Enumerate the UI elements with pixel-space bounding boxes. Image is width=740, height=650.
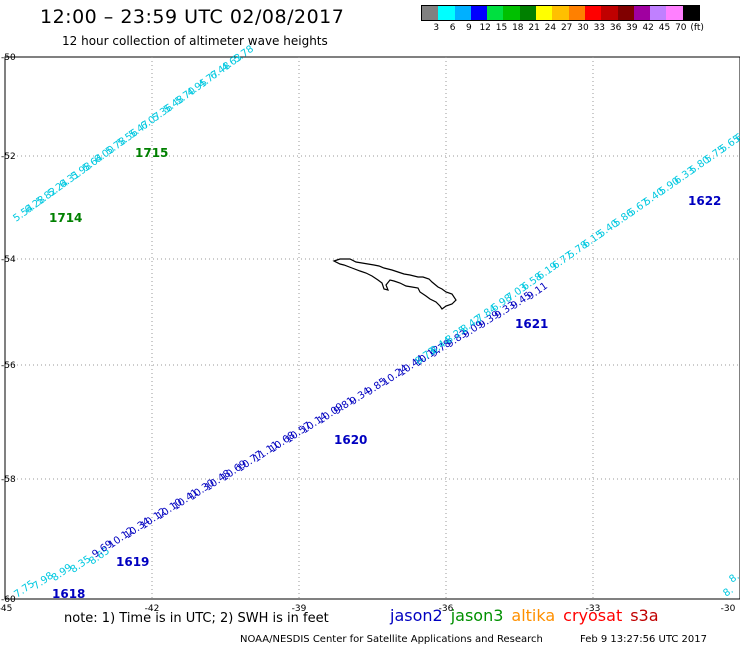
- colorbar-cell: [503, 6, 520, 20]
- colorbar-cell: [552, 6, 569, 20]
- colorbar-label: 70: [675, 23, 687, 33]
- colorbar-label: 15: [495, 23, 508, 33]
- colorbar-cell: [633, 6, 651, 20]
- swh-value-label: 6.5: [733, 126, 740, 144]
- colorbar-label: 21: [528, 23, 540, 33]
- colorbar-label: 18: [512, 23, 524, 33]
- grid-lines: [5, 57, 740, 599]
- legend-s3a: s3a: [630, 606, 659, 625]
- pass-time-label: 1618: [52, 587, 85, 601]
- colorbar-label: (ft): [690, 23, 704, 33]
- colorbar-cell: [682, 6, 700, 20]
- footer-note: note: 1) Time is in UTC; 2) SWH is in fe…: [64, 611, 329, 626]
- longitude-tick-label: -33: [586, 604, 601, 614]
- colorbar-cell: [470, 6, 488, 20]
- swh-value-label: 8.: [727, 571, 740, 585]
- pass-time-label: 1619: [116, 555, 149, 569]
- map-title: 12:00 – 23:59 UTC 02/08/2017: [40, 6, 345, 28]
- map-subtitle: 12 hour collection of altimeter wave hei…: [62, 34, 328, 48]
- colorbar-cell: [454, 6, 471, 20]
- colorbar-cell: [666, 6, 683, 20]
- longitude-tick-label: -36: [439, 604, 454, 614]
- colorbar-label: 12: [479, 23, 491, 33]
- latitude-tick-label: -54: [1, 255, 16, 265]
- longitude-tick-label: -45: [0, 604, 12, 614]
- colorbar-label: 42: [642, 23, 654, 33]
- colorbar-label: 30: [577, 23, 589, 33]
- pass-time-label: 1622: [688, 194, 721, 208]
- colorbar-cell: [422, 6, 439, 20]
- wave-height-colorbar: 3 6 9 12 15 18 21 24 27 30 33 36 39 42 45 70 (ft): [421, 5, 704, 35]
- longitude-tick-label: -42: [145, 604, 160, 614]
- colorbar-cell: [650, 6, 667, 20]
- legend-cryosat: cryosat: [563, 606, 623, 625]
- latitude-tick-label: -58: [1, 475, 16, 485]
- satellite-legend: jason2 jason3 altika cryosat s3a: [390, 606, 667, 625]
- longitude-tick-label: -30: [721, 604, 736, 614]
- swh-value-label: 8.: [721, 585, 735, 599]
- pass-time-label: 1620: [334, 433, 367, 447]
- legend-jason2: jason2: [390, 606, 443, 625]
- colorbar-label: 24: [544, 23, 557, 33]
- colorbar-label: 3: [433, 23, 440, 33]
- longitude-tick-label: -39: [292, 604, 307, 614]
- generation-timestamp: Feb 9 13:27:56 UTC 2017: [580, 634, 707, 645]
- latitude-tick-label: -60: [1, 595, 16, 605]
- pass-time-label: 1621: [515, 317, 548, 331]
- pass-time-label: 1714: [49, 211, 82, 225]
- axis-ticks: -45 -42 -39 -36 -33 -30 -50 -52 -54 -56 -58 -60: [0, 53, 736, 614]
- colorbar-cell: [487, 6, 504, 20]
- colorbar-cell: [584, 6, 602, 20]
- colorbar-cell: [438, 6, 455, 20]
- colorbar-cell: [568, 6, 585, 20]
- colorbar-cell: [536, 6, 553, 20]
- map-frame: [4, 56, 740, 600]
- colorbar-label: 9: [466, 23, 472, 33]
- colorbar-label: 33: [593, 23, 606, 33]
- colorbar-cell: [601, 6, 618, 20]
- colorbar-cell: [519, 6, 537, 20]
- colorbar-label: 6: [449, 23, 456, 33]
- colorbar-label: 36: [609, 23, 622, 33]
- satellite-passes: 5.546.285.825.246.315.985.646.005.785.56…: [11, 44, 740, 601]
- colorbar-cell: [617, 6, 634, 20]
- credit-line: NOAA/NESDIS Center for Satellite Applica…: [240, 634, 543, 645]
- latitude-tick-label: -52: [1, 152, 16, 162]
- pass-time-label: 1715: [135, 146, 168, 160]
- colorbar-label: 27: [560, 23, 573, 33]
- south-georgia-island-outline: [332, 258, 457, 310]
- legend-altika: altika: [511, 606, 556, 625]
- latitude-tick-label: -50: [1, 53, 16, 63]
- colorbar-label: 39: [626, 23, 638, 33]
- latitude-tick-label: -56: [1, 361, 16, 371]
- swh-value-label: 5.78: [231, 44, 256, 66]
- colorbar-label: 45: [658, 23, 671, 33]
- legend-jason3: jason3: [450, 606, 504, 625]
